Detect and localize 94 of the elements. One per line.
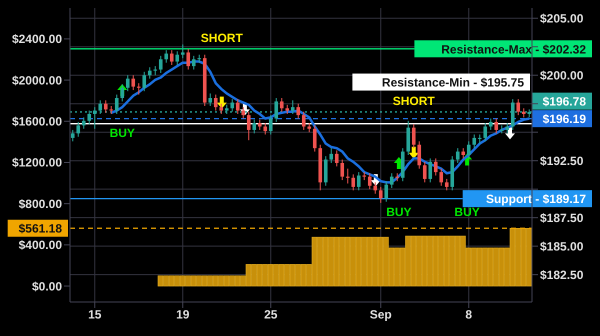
ref-line-label: Resistance-Min - $195.75 [382, 76, 524, 90]
y-tick-label: $400.00 [18, 238, 62, 252]
y2-tick-label: $185.00 [540, 239, 584, 254]
candlestick [390, 172, 394, 189]
candlestick [422, 161, 427, 183]
y-tick-label: $0.00 [32, 279, 62, 294]
candlestick [148, 66, 152, 80]
candlestick [192, 55, 196, 70]
x-tick-label: 15 [88, 308, 102, 322]
x-tick-label: 19 [176, 308, 190, 322]
candlestick [219, 103, 224, 114]
y2-tick-label: $192.50 [540, 154, 584, 168]
candlestick [516, 98, 520, 116]
ref-line-label: $196.19 [542, 112, 586, 126]
candlestick [208, 92, 212, 106]
candlestick [346, 168, 350, 184]
x-tick-label: 8 [465, 308, 472, 322]
candlestick [466, 140, 471, 159]
candlestick [131, 74, 136, 91]
candlestick [428, 158, 432, 183]
candlestick [158, 55, 163, 74]
candlestick [384, 180, 388, 202]
annotation: BUY [386, 204, 412, 219]
ref-line-label: $196.78 [542, 94, 586, 109]
candlestick [230, 98, 234, 112]
candlestick [104, 100, 108, 114]
candlestick [494, 118, 498, 134]
ref-line-label: $561.18 [18, 222, 62, 236]
candlestick [483, 122, 488, 142]
annotation: SHORT [392, 94, 436, 108]
candlestick [76, 121, 80, 138]
x-tick-label: Sep [370, 308, 392, 322]
y-tick-label: $800.00 [18, 196, 62, 211]
candlestick [439, 168, 444, 186]
candlestick [351, 174, 356, 191]
candlestick [70, 129, 75, 142]
y2-tick-label: $200.00 [540, 68, 584, 82]
y2-tick-label: $182.50 [540, 268, 584, 282]
candlestick [417, 140, 422, 170]
candlestick [136, 82, 141, 96]
y2-tick-label: $187.50 [540, 210, 584, 225]
candlestick [368, 172, 372, 190]
candlestick [373, 182, 378, 194]
annotation: BUY [454, 204, 480, 219]
candlestick [324, 156, 328, 186]
candlestick [340, 159, 344, 181]
candlestick [302, 111, 306, 130]
y-tick-label: $1600.00 [12, 114, 62, 129]
candlestick [170, 50, 174, 66]
candlestick [406, 120, 410, 156]
ref-line-label: Resistance-Max - $202.32 [441, 42, 586, 56]
candlestick [236, 98, 240, 114]
y2-tick-label: $205.00 [540, 12, 584, 26]
candlestick [296, 103, 300, 120]
candlestick [126, 74, 130, 92]
candlestick [434, 158, 438, 176]
annotation: SHORT [200, 31, 244, 46]
candlestick [444, 178, 449, 191]
candlestick [488, 118, 493, 130]
candlestick [472, 134, 476, 149]
candlestick [164, 50, 168, 64]
x-tick-label: 25 [264, 308, 278, 322]
candlestick [280, 98, 284, 112]
candlestick [258, 119, 262, 130]
candlestick [142, 71, 146, 92]
candlestick [334, 150, 339, 167]
candlestick [214, 94, 218, 112]
candlestick [252, 119, 256, 134]
annotation: BUY [110, 126, 135, 140]
candlestick [246, 111, 251, 141]
candlestick [186, 48, 190, 70]
candlestick [522, 108, 526, 118]
ref-line-label: Support - $189.17 [486, 192, 586, 206]
candlestick [268, 114, 273, 135]
candlestick [290, 100, 295, 114]
candlestick [312, 124, 317, 152]
candlestick [456, 148, 460, 164]
candlestick [505, 122, 510, 134]
candlestick [461, 148, 466, 159]
candlestick [241, 106, 246, 120]
candlestick [478, 134, 482, 144]
candlestick [274, 98, 278, 122]
y-tick-label: $1200.00 [12, 156, 62, 170]
candlestick [175, 50, 180, 66]
y-tick-label: $2000.00 [12, 73, 62, 88]
candlestick [356, 172, 361, 191]
y-tick-label: $2400.00 [12, 32, 62, 46]
candlestick [82, 116, 86, 130]
candlestick [307, 122, 312, 133]
candlestick [412, 124, 416, 149]
candlestick [329, 148, 334, 164]
candlestick [263, 122, 268, 135]
candlestick [120, 84, 124, 102]
candlestick [378, 186, 383, 204]
